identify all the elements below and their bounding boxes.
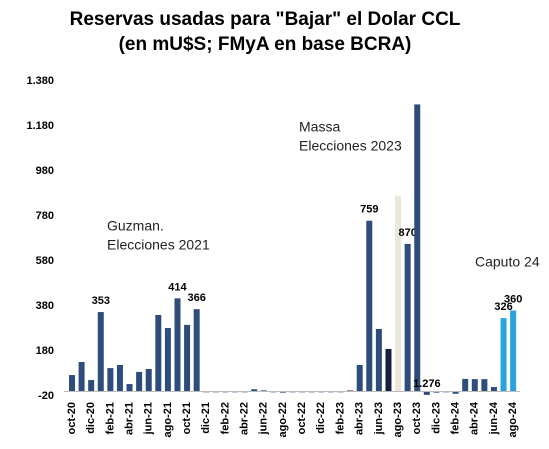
bar: [490, 387, 497, 392]
data-label: 759: [360, 204, 378, 216]
x-tick-label: jun-22: [258, 402, 270, 435]
annotation: Elecciones 2023: [299, 138, 402, 154]
bar: [356, 364, 363, 392]
x-tick-label: ago-24: [507, 401, 519, 437]
annotation: Caputo 24: [475, 254, 540, 270]
y-tick-label: 980: [36, 165, 54, 177]
x-tick-label: abr-22: [239, 402, 251, 435]
x-tick-label: abr-24: [469, 401, 481, 435]
bar: [155, 315, 162, 392]
bar: [481, 379, 488, 392]
bar: [126, 384, 133, 392]
data-label: 1.276: [413, 378, 441, 390]
bar: [347, 390, 354, 392]
x-tick-label: ago-21: [162, 402, 174, 437]
annotation: Elecciones 2021: [107, 237, 210, 253]
bar: [116, 364, 123, 392]
bar: [193, 309, 200, 392]
x-tick-label: oct-22: [296, 402, 308, 434]
x-tick-label: dic-22: [315, 402, 327, 434]
y-tick-label: 180: [36, 345, 54, 357]
data-label: 353: [92, 295, 110, 307]
x-tick-label: dic-20: [85, 402, 97, 434]
annotation: Guzman.: [107, 218, 164, 234]
data-label: 366: [187, 292, 205, 304]
x-tick-label: jun-23: [373, 402, 385, 435]
bar: [462, 378, 469, 392]
bar: [107, 368, 114, 392]
x-tick-label: feb-21: [104, 402, 116, 434]
x-tick-label: oct-23: [411, 402, 423, 434]
x-tick-label: dic-23: [430, 402, 442, 434]
data-label: 870: [398, 227, 416, 239]
bar: [184, 324, 191, 392]
bar: [375, 328, 382, 392]
bar: [433, 391, 440, 393]
bar: [88, 380, 95, 392]
bar: [471, 379, 478, 392]
x-tick-label: jun-21: [143, 402, 155, 435]
bar: [423, 391, 430, 395]
chart-title: Reservas usadas para "Bajar" el Dolar CC…: [70, 9, 461, 30]
y-tick-label: 380: [36, 300, 54, 312]
data-label: 360: [504, 293, 522, 305]
chart-subtitle: (en mU$S; FMyA en base BCRA): [119, 34, 412, 55]
y-tick-label: 1.380: [26, 75, 54, 87]
x-tick-label: ago-23: [392, 402, 404, 437]
bar: [260, 390, 267, 392]
x-tick-label: dic-21: [200, 402, 212, 434]
x-tick-label: ago-22: [277, 402, 289, 437]
bar: [404, 243, 411, 392]
y-tick-label: 580: [36, 255, 54, 267]
x-tick-label: abr-21: [123, 402, 135, 435]
bar: [97, 312, 104, 392]
x-tick-label: feb-22: [219, 402, 231, 434]
bar: [279, 391, 286, 393]
bar: [414, 104, 421, 392]
x-tick-label: abr-23: [354, 402, 366, 435]
bar: [500, 318, 507, 392]
x-tick-label: feb-24: [450, 401, 462, 434]
y-tick-label: 780: [36, 210, 54, 222]
bar: [145, 369, 152, 392]
x-tick-label: feb-23: [334, 402, 346, 434]
bar: [174, 298, 181, 392]
bar: [164, 328, 171, 392]
bar: [385, 348, 392, 392]
x-tick-label: oct-20: [66, 402, 78, 434]
y-tick-label: -20: [38, 390, 54, 402]
bar: [251, 389, 258, 392]
y-tick-label: 1.180: [26, 120, 54, 132]
x-tick-label: jun-24: [488, 401, 500, 435]
data-label: 414: [168, 281, 187, 293]
bar: [366, 220, 373, 392]
bar: [69, 375, 75, 392]
annotation: Massa: [299, 119, 340, 135]
bar: [452, 391, 459, 394]
data-label: 326: [494, 301, 512, 313]
bar: [395, 195, 402, 392]
bar: [510, 310, 517, 392]
bar: [78, 362, 85, 392]
x-tick-label: oct-21: [181, 402, 193, 434]
bar: [136, 371, 143, 392]
